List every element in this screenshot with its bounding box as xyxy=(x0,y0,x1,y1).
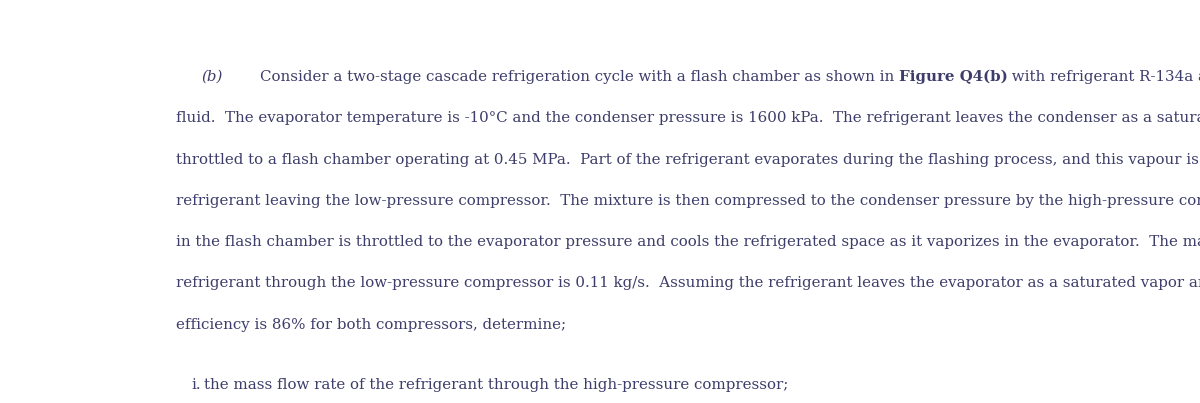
Text: Consider a two-stage cascade refrigeration cycle with a flash chamber as shown i: Consider a two-stage cascade refrigerati… xyxy=(259,70,899,84)
Text: with refrigerant R-134a as the working: with refrigerant R-134a as the working xyxy=(1008,70,1200,84)
Text: efficiency is 86% for both compressors, determine;: efficiency is 86% for both compressors, … xyxy=(176,318,566,332)
Text: in the flash chamber is throttled to the evaporator pressure and cools the refri: in the flash chamber is throttled to the… xyxy=(176,235,1200,249)
Text: (b): (b) xyxy=(202,70,223,84)
Text: Figure Q4(b): Figure Q4(b) xyxy=(899,70,1008,85)
Text: throttled to a flash chamber operating at 0.45 MPa.  Part of the refrigerant eva: throttled to a flash chamber operating a… xyxy=(176,153,1200,166)
Text: refrigerant through the low-pressure compressor is 0.11 kg/s.  Assuming the refr: refrigerant through the low-pressure com… xyxy=(176,276,1200,291)
Text: i.: i. xyxy=(191,378,200,392)
Text: fluid.  The evaporator temperature is -10°C and the condenser pressure is 1600 k: fluid. The evaporator temperature is -10… xyxy=(176,111,1200,125)
Text: the mass flow rate of the refrigerant through the high-pressure compressor;: the mass flow rate of the refrigerant th… xyxy=(204,378,788,392)
Text: refrigerant leaving the low-pressure compressor.  The mixture is then compressed: refrigerant leaving the low-pressure com… xyxy=(176,194,1200,208)
